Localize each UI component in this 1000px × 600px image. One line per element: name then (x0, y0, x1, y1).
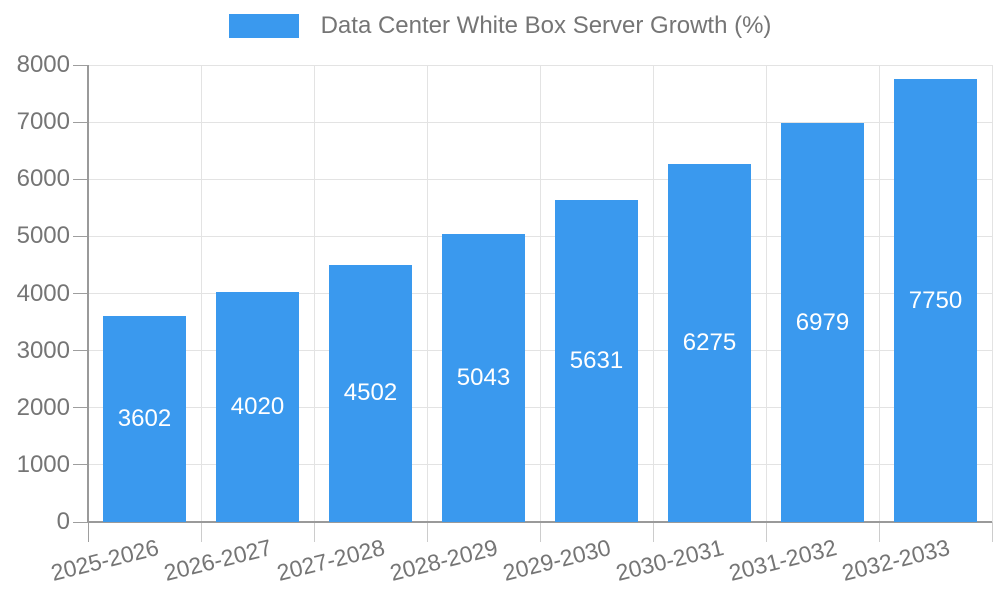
y-axis-tick (73, 64, 88, 66)
x-axis-label: 2029-2030 (499, 534, 613, 586)
bar-value-label: 6275 (682, 328, 737, 356)
y-axis-tick-label: 8000 (16, 51, 70, 78)
y-axis-line (87, 65, 89, 522)
bar-2027-2028 (329, 264, 412, 522)
legend-swatch (228, 14, 299, 38)
x-axis-label: 2032-2033 (838, 534, 952, 586)
x-axis-label: 2025-2026 (47, 534, 161, 586)
x-axis-label: 2031-2032 (725, 534, 839, 586)
y-axis-tick-label: 3000 (16, 336, 70, 364)
y-axis-tick (73, 235, 88, 237)
x-gridline (878, 65, 880, 522)
bar-value-label: 5631 (569, 347, 624, 375)
x-axis-label: 2027-2028 (273, 534, 387, 586)
x-axis-tick (426, 522, 428, 542)
bar-value-label: 7750 (908, 286, 963, 314)
x-axis-label: 2030-2031 (612, 534, 726, 586)
x-axis-tick (539, 522, 541, 542)
x-axis-tick (200, 522, 202, 542)
y-axis-tick-label: 1000 (16, 450, 70, 478)
y-axis-tick (73, 464, 88, 466)
bar-value-label: 4502 (343, 379, 398, 407)
x-axis-tick (87, 522, 89, 542)
x-gridline (200, 65, 202, 522)
bar-value-label: 3602 (117, 405, 172, 433)
bar-2025-2026 (103, 316, 186, 522)
x-axis-tick (878, 522, 880, 542)
x-axis-tick (765, 522, 767, 542)
x-gridline (313, 65, 315, 522)
legend: Data Center White Box Server Growth (%) (0, 12, 1000, 40)
bar-value-label: 6979 (795, 308, 850, 336)
y-axis-tick-label: 5000 (16, 222, 70, 250)
bar-2030-2031 (668, 163, 751, 522)
y-axis-tick (73, 178, 88, 180)
x-gridline (652, 65, 654, 522)
bar-2031-2032 (781, 123, 864, 522)
bar-2026-2027 (216, 292, 299, 522)
x-axis-line (88, 521, 992, 523)
x-gridline (991, 65, 993, 522)
bar-2032-2033 (894, 79, 977, 522)
x-gridline (539, 65, 541, 522)
x-axis-tick (313, 522, 315, 542)
y-axis-tick (73, 521, 88, 523)
bar-value-label: 5043 (456, 363, 511, 391)
x-axis-label: 2028-2029 (386, 534, 500, 586)
x-gridline (426, 65, 428, 522)
y-axis-tick (73, 407, 88, 409)
bar-2029-2030 (555, 200, 638, 522)
y-axis-tick-label: 4000 (16, 279, 70, 307)
y-axis-tick-label: 7000 (16, 108, 70, 136)
y-axis-tick-label: 6000 (16, 165, 70, 193)
y-axis-tick-label: 2000 (16, 393, 70, 421)
y-axis-tick (73, 350, 88, 352)
legend-label: Data Center White Box Server Growth (%) (320, 12, 772, 39)
y-axis-tick (73, 121, 88, 123)
y-axis-tick (73, 293, 88, 294)
x-gridline (765, 65, 767, 522)
y-axis-tick-label: 0 (56, 508, 70, 535)
x-axis-label: 2026-2027 (160, 534, 274, 586)
x-axis-tick (652, 522, 654, 542)
bar-2028-2029 (442, 233, 525, 522)
x-axis-tick (991, 522, 993, 542)
bar-value-label: 4020 (230, 393, 285, 421)
